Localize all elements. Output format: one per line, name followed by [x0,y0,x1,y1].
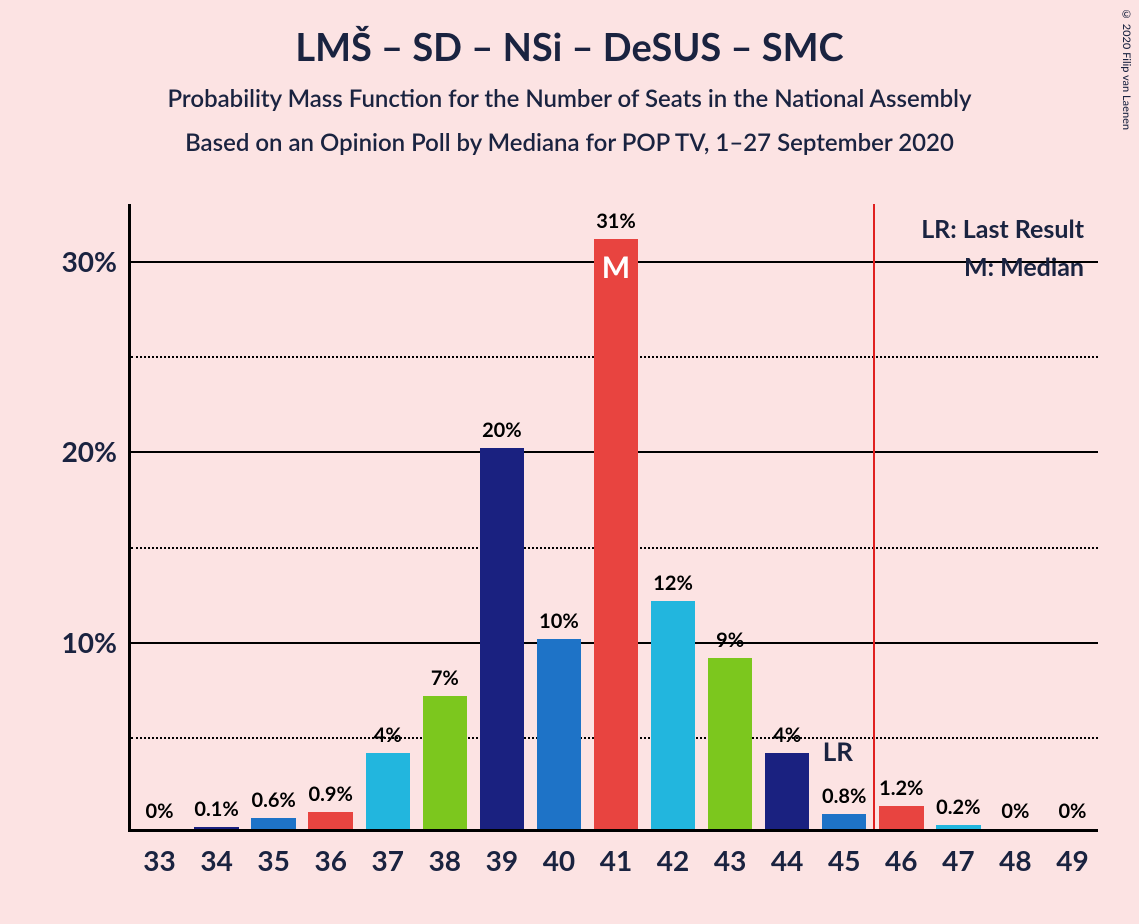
bar: 0.9% [308,812,353,829]
bar-value-label: 10% [539,609,579,633]
bar-value-label: 0.2% [936,795,980,819]
bar: 0.2% [936,825,981,829]
bar-value-label: 0.6% [251,788,295,812]
bar: 7% [423,696,468,829]
xtick-label: 41 [600,843,632,877]
bar: 0.1% [194,827,239,829]
bar-value-label: 4% [374,723,402,747]
bar-value-label: 0.8% [822,784,866,808]
xtick-label: 42 [657,843,689,877]
xtick-label: 45 [828,843,860,877]
chart-subtitle-1: Probability Mass Function for the Number… [0,84,1139,113]
bar-value-label: 0% [1001,799,1029,823]
chart-root: LMŠ – SD – NSi – DeSUS – SMC Probability… [0,0,1139,924]
ytick-label: 30% [62,244,117,278]
bar: 9% [708,658,753,829]
last-result-line [873,204,875,829]
ytick-label: 10% [62,625,117,659]
bar-value-label: 0.9% [309,782,353,806]
chart-subtitle-2: Based on an Opinion Poll by Mediana for … [0,128,1139,157]
bar: 1.2% [879,806,924,829]
bar-value-label: 0% [146,799,174,823]
xtick-label: 43 [714,843,746,877]
xtick-label: 33 [143,843,175,877]
bar: 20% [480,448,525,829]
median-marker: M [602,249,630,285]
copyright-text: © 2020 Filip van Laenen [1120,8,1133,130]
xtick-label: 44 [771,843,803,877]
xtick-label: 40 [543,843,575,877]
bar: 4% [366,753,411,829]
xtick-label: 37 [372,843,404,877]
bar: 10% [537,639,582,829]
bar: 12% [651,601,696,829]
bar-value-label: 0.1% [194,797,238,821]
bar-value-label: 1.2% [879,776,923,800]
bar-value-label: 20% [482,418,522,442]
plot-area: 10%20%30%0%330.1%340.6%350.9%364%377%382… [128,204,1098,832]
bar-value-label: 31% [596,209,636,233]
xtick-label: 38 [429,843,461,877]
xtick-label: 34 [200,843,232,877]
chart-title: LMŠ – SD – NSi – DeSUS – SMC [0,24,1139,70]
bar: 31%M [594,239,639,829]
xtick-label: 46 [885,843,917,877]
last-result-label: LR [823,735,853,767]
xtick-label: 39 [486,843,518,877]
xtick-label: 48 [999,843,1031,877]
bar-value-label: 4% [773,723,801,747]
xtick-label: 36 [314,843,346,877]
bar: 0.8% [822,814,867,829]
bar-value-label: 0% [1058,799,1086,823]
legend-line-lr: LR: Last Result [921,214,1084,244]
ytick-label: 20% [62,434,117,468]
bar-value-label: 7% [431,666,459,690]
bar: 0.6% [251,818,296,829]
xtick-label: 47 [942,843,974,877]
bar: 4% [765,753,810,829]
legend-line-median: M: Median [964,252,1084,282]
bar-value-label: 9% [716,628,744,652]
bar-value-label: 12% [653,571,693,595]
xtick-label: 49 [1056,843,1088,877]
xtick-label: 35 [257,843,289,877]
